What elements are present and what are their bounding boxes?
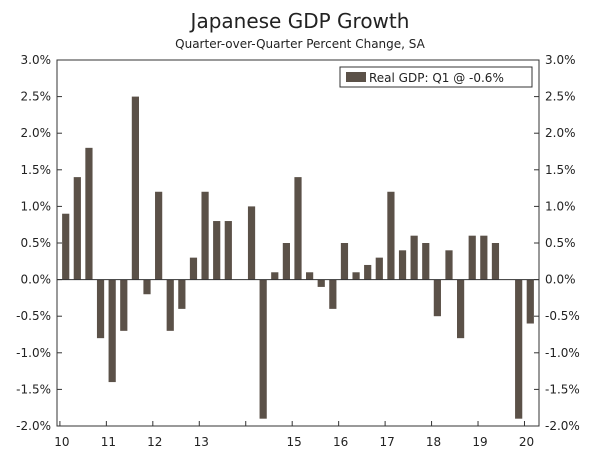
y-tick-label-right: -1.0% — [545, 346, 580, 360]
y-tick-label-left: -1.5% — [16, 382, 51, 396]
bar — [189, 257, 198, 280]
x-tick-label: 12 — [147, 435, 162, 449]
bar — [143, 279, 151, 295]
bar-series — [62, 96, 534, 419]
bar — [213, 221, 221, 280]
y-tick-label-right: 3.0% — [545, 53, 576, 67]
legend-label: Real GDP: Q1 @ -0.6% — [369, 71, 504, 85]
bar — [306, 272, 314, 280]
bar — [433, 279, 441, 317]
bar — [329, 279, 337, 309]
bar — [201, 191, 209, 280]
bar — [131, 96, 139, 280]
y-tick-label-right: -0.5% — [545, 309, 580, 323]
y-tick-label-left: 3.0% — [21, 53, 52, 67]
y-tick-label-left: -2.0% — [16, 419, 51, 433]
y-tick-label-right: 2.5% — [545, 90, 576, 104]
bar — [468, 235, 476, 280]
x-tick-label: 19 — [472, 435, 487, 449]
x-tick-label: 13 — [194, 435, 209, 449]
bar — [62, 213, 70, 280]
legend: Real GDP: Q1 @ -0.6% — [339, 66, 533, 88]
bar — [271, 272, 279, 280]
bar — [96, 279, 105, 339]
x-tick-label: 16 — [333, 435, 348, 449]
bar — [178, 279, 186, 309]
x-tick-label: 17 — [379, 435, 394, 449]
y-tick-label-left: 2.0% — [21, 126, 52, 140]
bar — [85, 147, 93, 280]
bar — [422, 243, 430, 280]
y-tick-label-left: -0.5% — [16, 309, 51, 323]
bar — [155, 191, 163, 280]
x-tick-label: 11 — [101, 435, 116, 449]
bar — [491, 243, 500, 280]
y-tick-label-left: 0.0% — [21, 273, 52, 287]
bar — [340, 243, 349, 280]
y-tick-label-left: 1.0% — [21, 199, 52, 213]
x-axis: 10 11 12 13 15 16 17 18 19 20 — [54, 421, 534, 449]
x-tick-label: 10 — [54, 435, 69, 449]
y-tick-label-left: 0.5% — [21, 236, 52, 250]
bar — [352, 272, 360, 280]
bar — [166, 279, 174, 331]
y-tick-label-right: 2.0% — [545, 126, 576, 140]
chart-title: Japanese GDP Growth — [189, 9, 410, 33]
y-axis-left: 3.0% 2.5% 2.0% 1.5% 1.0% 0.5% 0.0% -0.5% -1.0% -1… — [16, 53, 62, 433]
y-tick-label-right: 1.5% — [545, 163, 576, 177]
bar — [282, 243, 290, 280]
bar — [73, 177, 81, 280]
bar — [259, 279, 267, 419]
y-tick-label-right: 0.5% — [545, 236, 576, 250]
y-tick-label-left: 2.5% — [21, 90, 52, 104]
y-tick-label-right: -2.0% — [545, 419, 580, 433]
x-tick-label: 15 — [287, 435, 302, 449]
y-tick-label-right: -1.5% — [545, 382, 580, 396]
bar — [410, 235, 418, 280]
y-axis-right: 3.0% 2.5% 2.0% 1.5% 1.0% 0.5% 0.0% -0.5% -1.0% -1… — [534, 53, 580, 433]
y-tick-label-left: -1.0% — [16, 346, 51, 360]
legend-box — [339, 66, 533, 88]
x-tick-label: 18 — [426, 435, 441, 449]
x-tick-label: 20 — [519, 435, 534, 449]
bar — [247, 206, 256, 280]
y-tick-label-right: 1.0% — [545, 199, 576, 213]
y-tick-label-right: 0.0% — [545, 273, 576, 287]
bar — [108, 279, 116, 383]
bar — [294, 177, 302, 280]
bar — [375, 257, 383, 280]
bar — [120, 279, 128, 331]
bar — [480, 235, 488, 280]
y-tick-label-left: 1.5% — [21, 163, 52, 177]
bar — [364, 264, 372, 280]
bar — [445, 250, 453, 280]
bar — [398, 250, 407, 280]
bar — [526, 279, 534, 324]
bar — [515, 279, 523, 419]
bar — [317, 279, 325, 287]
bar — [387, 191, 395, 280]
bar — [224, 221, 232, 280]
legend-swatch — [346, 72, 366, 82]
bar — [457, 279, 465, 339]
chart-subtitle: Quarter-over-Quarter Percent Change, SA — [175, 37, 425, 51]
